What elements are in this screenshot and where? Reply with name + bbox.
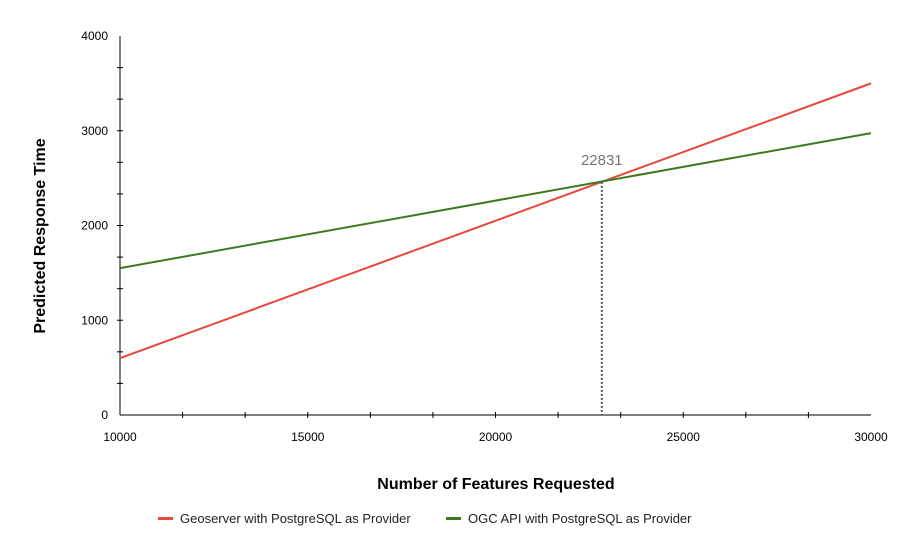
y-axis-title: Predicted Response Time	[32, 138, 49, 333]
legend-item-geoserver[interactable]: Geoserver with PostgreSQL as Provider	[158, 511, 411, 526]
x-axis-ticks: 10000 15000 20000 25000 30000	[103, 412, 888, 444]
y-tick-label: 4000	[81, 29, 108, 43]
x-tick-label: 10000	[103, 430, 137, 444]
legend-swatch	[446, 517, 461, 520]
x-tick-label: 30000	[854, 430, 888, 444]
x-tick-label: 20000	[479, 430, 513, 444]
intersection-label: 22831	[581, 152, 623, 169]
legend-swatch	[158, 517, 173, 520]
legend-item-ogc-api[interactable]: OGC API with PostgreSQL as Provider	[446, 511, 692, 526]
y-tick-label: 1000	[81, 313, 108, 327]
y-tick-label: 3000	[81, 124, 108, 138]
y-tick-label: 2000	[81, 219, 108, 233]
y-tick-label: 0	[101, 408, 108, 422]
series-line-geoserver	[119, 82, 872, 360]
x-axis-title: Number of Features Requested	[377, 476, 614, 493]
legend: Geoserver with PostgreSQL as Provider OG…	[158, 511, 692, 526]
series-line-ogc-api	[119, 132, 872, 270]
y-axis-ticks: 0 1000 2000 3000 4000	[81, 29, 123, 422]
x-tick-label: 25000	[667, 430, 701, 444]
series-lines	[119, 82, 872, 360]
legend-label: Geoserver with PostgreSQL as Provider	[180, 511, 411, 526]
legend-label: OGC API with PostgreSQL as Provider	[468, 511, 692, 526]
x-tick-label: 15000	[291, 430, 325, 444]
